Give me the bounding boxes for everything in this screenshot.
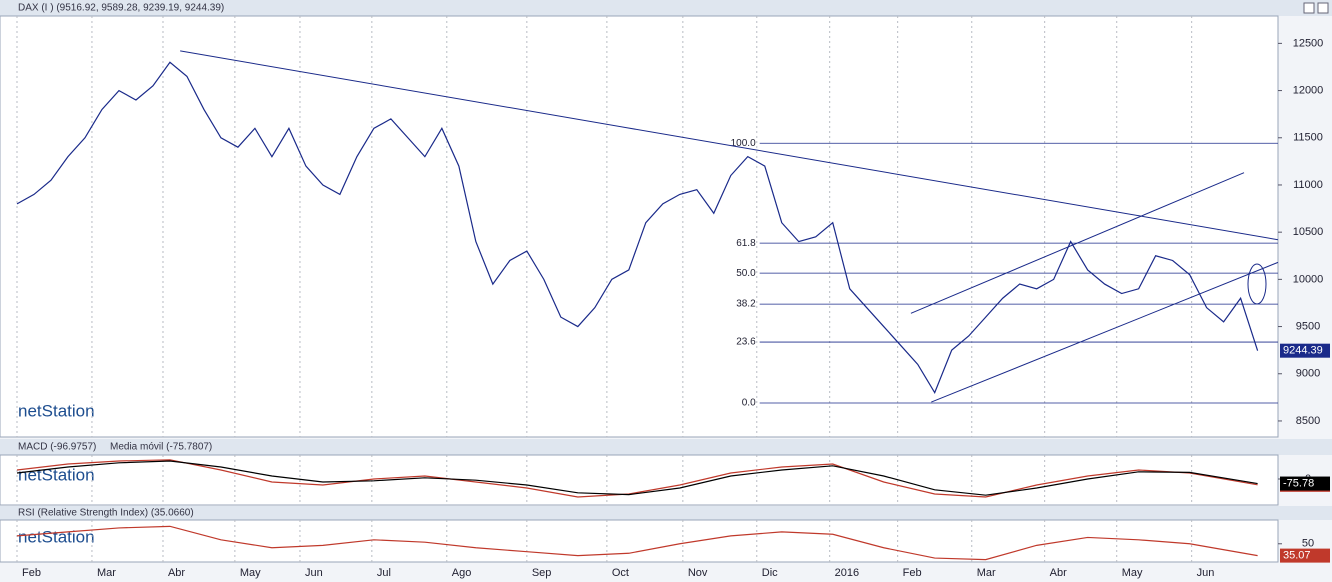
panel-subtitle: Media móvil (-75.7807)	[110, 442, 212, 453]
x-tick-label: Dic	[762, 567, 778, 579]
fib-label: 0.0	[742, 398, 756, 409]
x-tick-label: Oct	[612, 567, 629, 579]
header-bar	[0, 439, 1332, 455]
watermark: netStation	[18, 401, 95, 420]
x-tick-label: Mar	[97, 567, 116, 579]
fib-label: 61.8	[736, 238, 756, 249]
header-bar	[0, 506, 1332, 520]
window-button[interactable]	[1317, 2, 1329, 14]
macd-panel	[0, 454, 1279, 506]
fib-label: 23.6	[736, 337, 756, 348]
x-tick-label: 2016	[835, 567, 859, 579]
header-bar	[0, 0, 1332, 16]
price-panel	[0, 15, 1279, 438]
x-tick-label: Abr	[168, 567, 185, 579]
x-tick-label: Feb	[22, 567, 41, 579]
last-value-label: -75.78	[1283, 477, 1314, 489]
y-tick-label: 8500	[1296, 415, 1320, 427]
rsi-line	[16, 525, 1258, 561]
x-tick-label: Jun	[1197, 567, 1215, 579]
window-button[interactable]	[1303, 2, 1315, 14]
last-value-label: 9244.39	[1283, 345, 1323, 357]
rsi-panel	[0, 519, 1279, 563]
x-tick-label: Mar	[977, 567, 996, 579]
panel-title: RSI (Relative Strength Index) (35.0660)	[18, 508, 194, 519]
x-tick-label: May	[1122, 567, 1143, 579]
x-tick-label: Ago	[452, 567, 472, 579]
y-tick-label: 10000	[1293, 273, 1324, 285]
price-line	[16, 61, 1259, 394]
last-value-box	[1280, 343, 1330, 358]
x-tick-label: Sep	[532, 567, 552, 579]
y-tick-label: 12500	[1293, 37, 1324, 49]
x-tick-label: Jun	[305, 567, 323, 579]
y-tick-label: 9500	[1296, 320, 1320, 332]
y-tick-label: 11000	[1293, 179, 1323, 191]
trend-line	[910, 172, 1245, 314]
y-tick-label: 11500	[1293, 132, 1323, 144]
x-tick-label: Feb	[903, 567, 922, 579]
fib-label: 50.0	[736, 268, 756, 279]
y-tick-label: 10500	[1293, 226, 1324, 238]
x-tick-label: Nov	[688, 567, 708, 579]
trend-line	[931, 261, 1279, 403]
x-tick-label: May	[240, 567, 261, 579]
y-tick-label: 50	[1302, 538, 1314, 550]
panel-title: MACD (-96.9757)	[18, 442, 96, 453]
fib-label: 38.2	[736, 299, 756, 310]
fib-label: 100.0	[731, 138, 756, 149]
last-value-box	[1280, 548, 1330, 563]
y-tick-label: 9000	[1296, 368, 1320, 380]
last-value-label: 35.07	[1283, 550, 1311, 562]
watermark: netStation	[18, 527, 95, 546]
indicator-line	[16, 460, 1258, 496]
panel-title: DAX (I ) (9516.92, 9589.28, 9239.19, 924…	[18, 3, 224, 14]
y-tick-label: 12000	[1293, 84, 1324, 96]
x-tick-label: Jul	[377, 567, 391, 579]
last-value-box	[1280, 476, 1330, 491]
x-tick-label: Abr	[1050, 567, 1067, 579]
trend-line	[180, 50, 1279, 241]
